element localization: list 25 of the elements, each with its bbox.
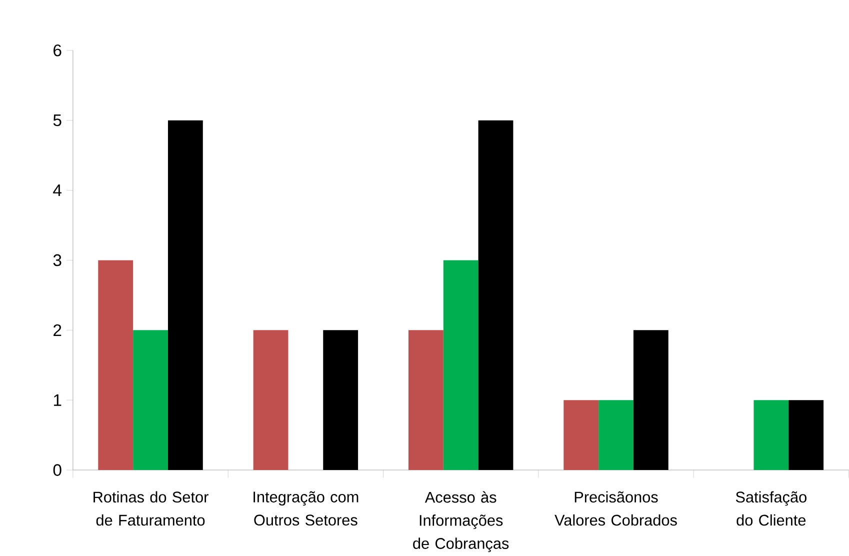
bar [443,260,478,470]
x-tick-label: Satisfação do Cliente [736,491,806,526]
x-tick-label: Integração com Outros Setores [254,491,358,526]
bar [598,400,634,470]
y-tick-label: 3 [53,254,62,266]
bar [478,120,514,470]
bar [633,330,668,470]
bar [253,330,288,470]
y-tick-label: 5 [53,114,62,126]
y-tick-label: 4 [53,184,62,196]
x-tick-label: Rotinas do Setor de Faturamento [94,491,208,526]
bar [323,330,358,470]
bar [168,120,203,470]
y-tick-label: 1 [54,394,62,406]
bar [98,260,134,470]
bar [754,400,789,470]
x-tick-label: Precisãonos Valores Cobrados [554,491,677,526]
x-tick-label: Acesso às Informações de Cobranças [413,491,509,552]
bar [133,330,168,470]
bar [564,400,599,470]
bar [408,330,444,470]
bar [788,400,824,470]
y-tick-label: 2 [54,324,62,336]
y-tick-label: 0 [53,464,62,476]
y-tick-label: 6 [54,44,62,56]
